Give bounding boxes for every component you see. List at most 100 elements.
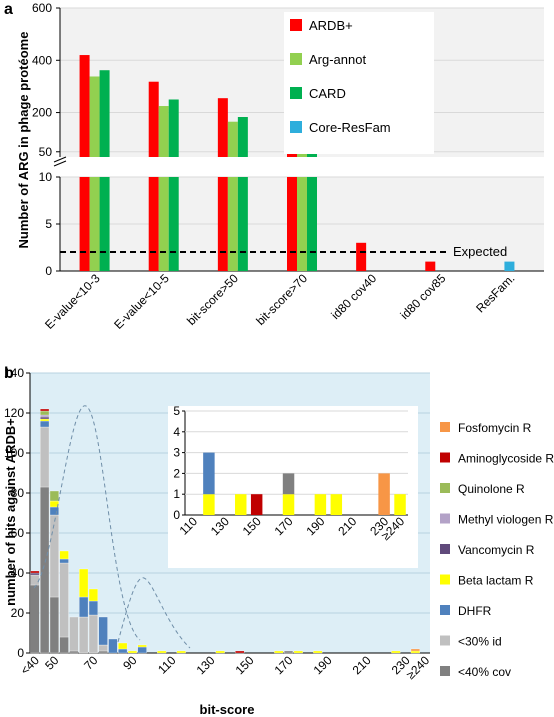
expected-label: Expected bbox=[453, 244, 507, 259]
a-category-label: E-value<10-3 bbox=[42, 271, 103, 332]
a-category-label: id80 cov85 bbox=[397, 271, 448, 322]
b-legend-swatch bbox=[440, 544, 450, 554]
b-category-label: 170 bbox=[272, 653, 296, 677]
b-legend-label: Aminoglycoside R bbox=[458, 452, 554, 466]
b-bar-segment bbox=[235, 650, 245, 654]
a-bar-upper-segment bbox=[99, 70, 110, 157]
b-bar-segment bbox=[391, 650, 401, 654]
b-tick-label: 120 bbox=[4, 406, 24, 420]
a-bar-lower-segment bbox=[307, 177, 317, 271]
a-bar-lower-segment bbox=[217, 177, 228, 271]
b-legend-swatch bbox=[440, 635, 450, 646]
a-bar-lower-segment bbox=[89, 177, 100, 271]
a-bar-lower-segment bbox=[148, 177, 159, 271]
a-legend-swatch bbox=[290, 19, 302, 31]
a-legend-label: CARD bbox=[309, 86, 346, 101]
a-bar-lower-segment bbox=[227, 177, 238, 271]
b-tick-label: 100 bbox=[4, 446, 24, 460]
b-tick-label: 20 bbox=[11, 606, 25, 620]
b-bar-segment bbox=[137, 646, 147, 654]
b-category-label: 190 bbox=[311, 653, 335, 677]
a-bar-upper-segment bbox=[227, 121, 238, 157]
b-bar-segment bbox=[59, 562, 69, 638]
b-bar-segment bbox=[118, 648, 128, 654]
a-bar-upper-segment bbox=[148, 81, 159, 157]
a-bar-lower-segment bbox=[158, 177, 169, 271]
a-bar bbox=[425, 261, 436, 271]
a-bar bbox=[356, 242, 367, 271]
b-bar-segment bbox=[59, 558, 69, 564]
b-legend-swatch bbox=[440, 513, 450, 524]
a-legend-label: Arg-annot bbox=[309, 52, 366, 67]
a-upper-tick-label: 50 bbox=[39, 145, 53, 159]
inset-bar-segment bbox=[250, 494, 263, 515]
axis-break-mark bbox=[53, 156, 67, 167]
b-legend-swatch bbox=[440, 452, 450, 463]
a-category-label: bit-score>70 bbox=[253, 271, 310, 328]
b-legend-label: <30% id bbox=[458, 635, 502, 649]
b-bar-segment bbox=[79, 616, 89, 654]
inset-tick-label: 3 bbox=[173, 446, 180, 460]
b-bar-segment bbox=[108, 638, 118, 654]
b-legend-label: <40% cov bbox=[458, 665, 511, 679]
a-category-label: id80 cov40 bbox=[328, 271, 379, 322]
inset-bar-segment bbox=[203, 494, 215, 515]
panel-b-x-axis-label: bit-score bbox=[200, 702, 255, 717]
b-bar-segment bbox=[410, 648, 420, 652]
fit-curve-1 bbox=[33, 405, 141, 641]
fit-curve-2 bbox=[117, 577, 191, 649]
b-bar-segment bbox=[118, 642, 128, 650]
b-bar-segment bbox=[40, 416, 50, 420]
a-bar-lower-segment bbox=[297, 177, 307, 271]
inset-bar-segment bbox=[314, 494, 327, 515]
a-bar bbox=[504, 261, 515, 271]
b-bar-segment bbox=[127, 650, 137, 654]
b-bar-segment bbox=[30, 574, 40, 586]
a-legend-swatch bbox=[290, 121, 302, 133]
b-tick-label: 40 bbox=[11, 566, 25, 580]
a-bar-upper-segment bbox=[158, 106, 169, 157]
a-category-label: bit-score>50 bbox=[184, 271, 241, 328]
b-bar-segment bbox=[274, 650, 284, 654]
b-bar-segment bbox=[79, 596, 89, 618]
b-bar-segment bbox=[215, 650, 225, 654]
b-bar-segment bbox=[30, 584, 40, 654]
inset-bar-segment bbox=[282, 473, 295, 495]
inset-tick-label: 1 bbox=[173, 487, 180, 501]
a-bar-upper-segment bbox=[79, 55, 90, 158]
b-legend-label: Vancomycin R bbox=[458, 543, 535, 557]
b-legend-swatch bbox=[440, 483, 450, 493]
panel-a-legend bbox=[284, 12, 434, 154]
a-lower-tick-label: 5 bbox=[45, 217, 52, 231]
a-upper-tick-label: 200 bbox=[32, 106, 52, 120]
inset-tick-label: 4 bbox=[173, 425, 180, 439]
a-lower-tick-label: 10 bbox=[39, 170, 53, 184]
a-bar-lower-segment bbox=[237, 177, 248, 271]
b-category-label: 70 bbox=[81, 653, 101, 673]
a-bar-lower-segment bbox=[99, 177, 110, 271]
inset-bar-segment bbox=[235, 494, 247, 515]
b-legend-swatch bbox=[440, 574, 450, 585]
inset-bar-segment bbox=[203, 452, 215, 495]
b-bar-segment bbox=[40, 410, 50, 416]
b-bar-segment bbox=[30, 572, 40, 576]
a-category-label: ResFam. bbox=[473, 271, 517, 315]
inset-tick-label: 2 bbox=[173, 466, 180, 480]
b-bar-segment bbox=[49, 514, 59, 598]
b-bar-segment bbox=[40, 486, 50, 654]
b-bar-segment bbox=[40, 420, 50, 428]
b-legend-label: Beta lactam R bbox=[458, 574, 534, 588]
a-lower-tick-label: 0 bbox=[45, 264, 52, 278]
b-tick-label: 60 bbox=[11, 526, 25, 540]
b-category-label: 110 bbox=[155, 653, 179, 677]
b-bar-segment bbox=[49, 596, 59, 654]
b-category-label: 210 bbox=[350, 653, 374, 677]
panel-a-label: a bbox=[4, 1, 13, 18]
b-bar-segment bbox=[88, 600, 98, 616]
b-bar-segment bbox=[137, 644, 147, 648]
b-bar-segment bbox=[30, 570, 40, 574]
b-bar-segment bbox=[98, 644, 108, 652]
b-bar-segment bbox=[40, 408, 50, 412]
b-bar-segment bbox=[313, 650, 323, 654]
b-bar-segment bbox=[40, 418, 50, 422]
